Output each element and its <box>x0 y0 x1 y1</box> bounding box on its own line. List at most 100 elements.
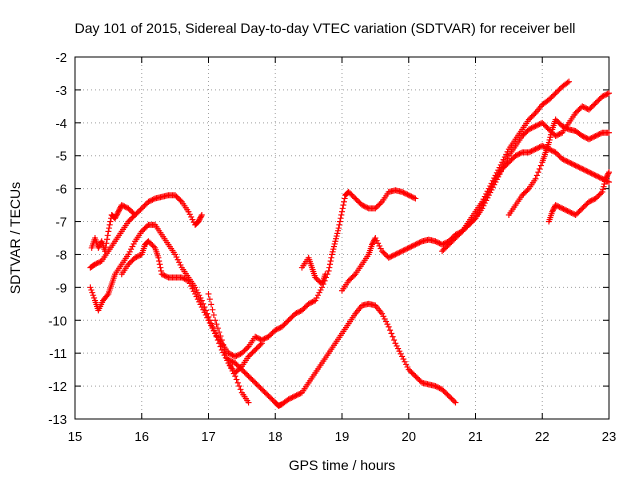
data-point <box>125 218 132 225</box>
data-point <box>385 254 392 261</box>
data-point <box>305 300 312 307</box>
data-point <box>521 130 528 137</box>
data-point <box>592 195 599 202</box>
data-point <box>197 301 204 308</box>
y-tick-label: -11 <box>49 346 67 361</box>
series-arc-a <box>87 221 252 406</box>
data-point <box>347 190 354 197</box>
data-point <box>104 232 111 239</box>
y-tick-label: -2 <box>55 50 67 65</box>
data-point <box>309 298 316 305</box>
data-point <box>584 105 591 112</box>
data-point <box>269 396 276 403</box>
data-point <box>560 206 567 213</box>
data-point <box>326 261 333 268</box>
data-point <box>132 211 139 218</box>
data-marks <box>87 78 612 409</box>
data-point <box>606 169 612 176</box>
data-point <box>606 90 612 97</box>
data-point <box>452 235 459 241</box>
data-point <box>246 374 253 381</box>
data-point <box>445 241 452 248</box>
data-point <box>313 294 320 301</box>
data-point <box>413 240 420 247</box>
data-point <box>217 333 224 340</box>
data-point <box>273 326 280 333</box>
data-point <box>555 203 562 210</box>
data-point <box>469 217 476 224</box>
data-point <box>400 356 407 363</box>
data-point <box>491 175 498 182</box>
data-point <box>258 340 265 347</box>
data-point <box>552 116 559 123</box>
data-point <box>252 379 259 386</box>
data-point <box>202 312 209 319</box>
data-point <box>389 333 396 340</box>
data-point <box>561 157 568 164</box>
data-point <box>195 218 202 225</box>
data-point <box>529 112 536 119</box>
data-point <box>587 105 594 112</box>
data-point <box>399 353 406 360</box>
data-point <box>547 131 554 138</box>
data-point <box>314 292 321 299</box>
data-point <box>104 292 111 299</box>
data-point <box>536 165 543 172</box>
data-point <box>480 196 487 203</box>
data-point <box>197 214 204 221</box>
data-point <box>284 318 291 325</box>
data-point <box>391 252 398 259</box>
data-point <box>115 208 122 215</box>
data-point <box>487 183 494 190</box>
data-point <box>364 204 371 211</box>
data-point <box>144 223 151 230</box>
data-point <box>148 197 155 204</box>
data-point <box>484 194 491 201</box>
data-point <box>503 157 510 164</box>
data-point <box>125 205 132 212</box>
data-point <box>573 210 580 217</box>
data-point <box>435 384 442 391</box>
data-point <box>225 350 232 357</box>
data-point <box>407 367 414 374</box>
data-point <box>301 304 308 311</box>
data-point <box>595 97 602 104</box>
data-point <box>525 149 532 156</box>
data-point <box>253 345 260 352</box>
data-point <box>221 352 228 359</box>
data-point <box>432 383 439 390</box>
data-point <box>194 296 201 303</box>
data-point <box>576 208 583 215</box>
data-point <box>126 248 133 255</box>
data-point <box>383 252 390 259</box>
data-point <box>593 132 600 139</box>
data-point <box>389 252 396 259</box>
data-point <box>572 162 579 169</box>
data-point <box>316 278 323 285</box>
data-point <box>250 378 257 385</box>
data-point <box>280 322 287 329</box>
data-point <box>528 148 535 155</box>
data-point <box>177 261 184 268</box>
data-point <box>527 125 534 132</box>
data-point <box>349 192 356 199</box>
data-point <box>193 293 200 300</box>
data-point <box>289 313 296 320</box>
data-point <box>256 383 263 390</box>
data-point <box>355 198 362 205</box>
data-point <box>517 150 524 157</box>
data-point <box>391 337 398 344</box>
data-point <box>268 395 275 402</box>
data-point <box>602 175 609 182</box>
data-point <box>96 259 103 266</box>
data-point <box>531 123 538 130</box>
data-point <box>533 172 540 179</box>
data-point <box>250 348 257 355</box>
data-point <box>573 108 580 115</box>
data-point <box>601 181 608 188</box>
data-point <box>103 240 110 247</box>
data-point <box>387 254 394 261</box>
data-point <box>161 272 168 279</box>
data-point <box>116 207 123 214</box>
data-point <box>555 119 562 126</box>
